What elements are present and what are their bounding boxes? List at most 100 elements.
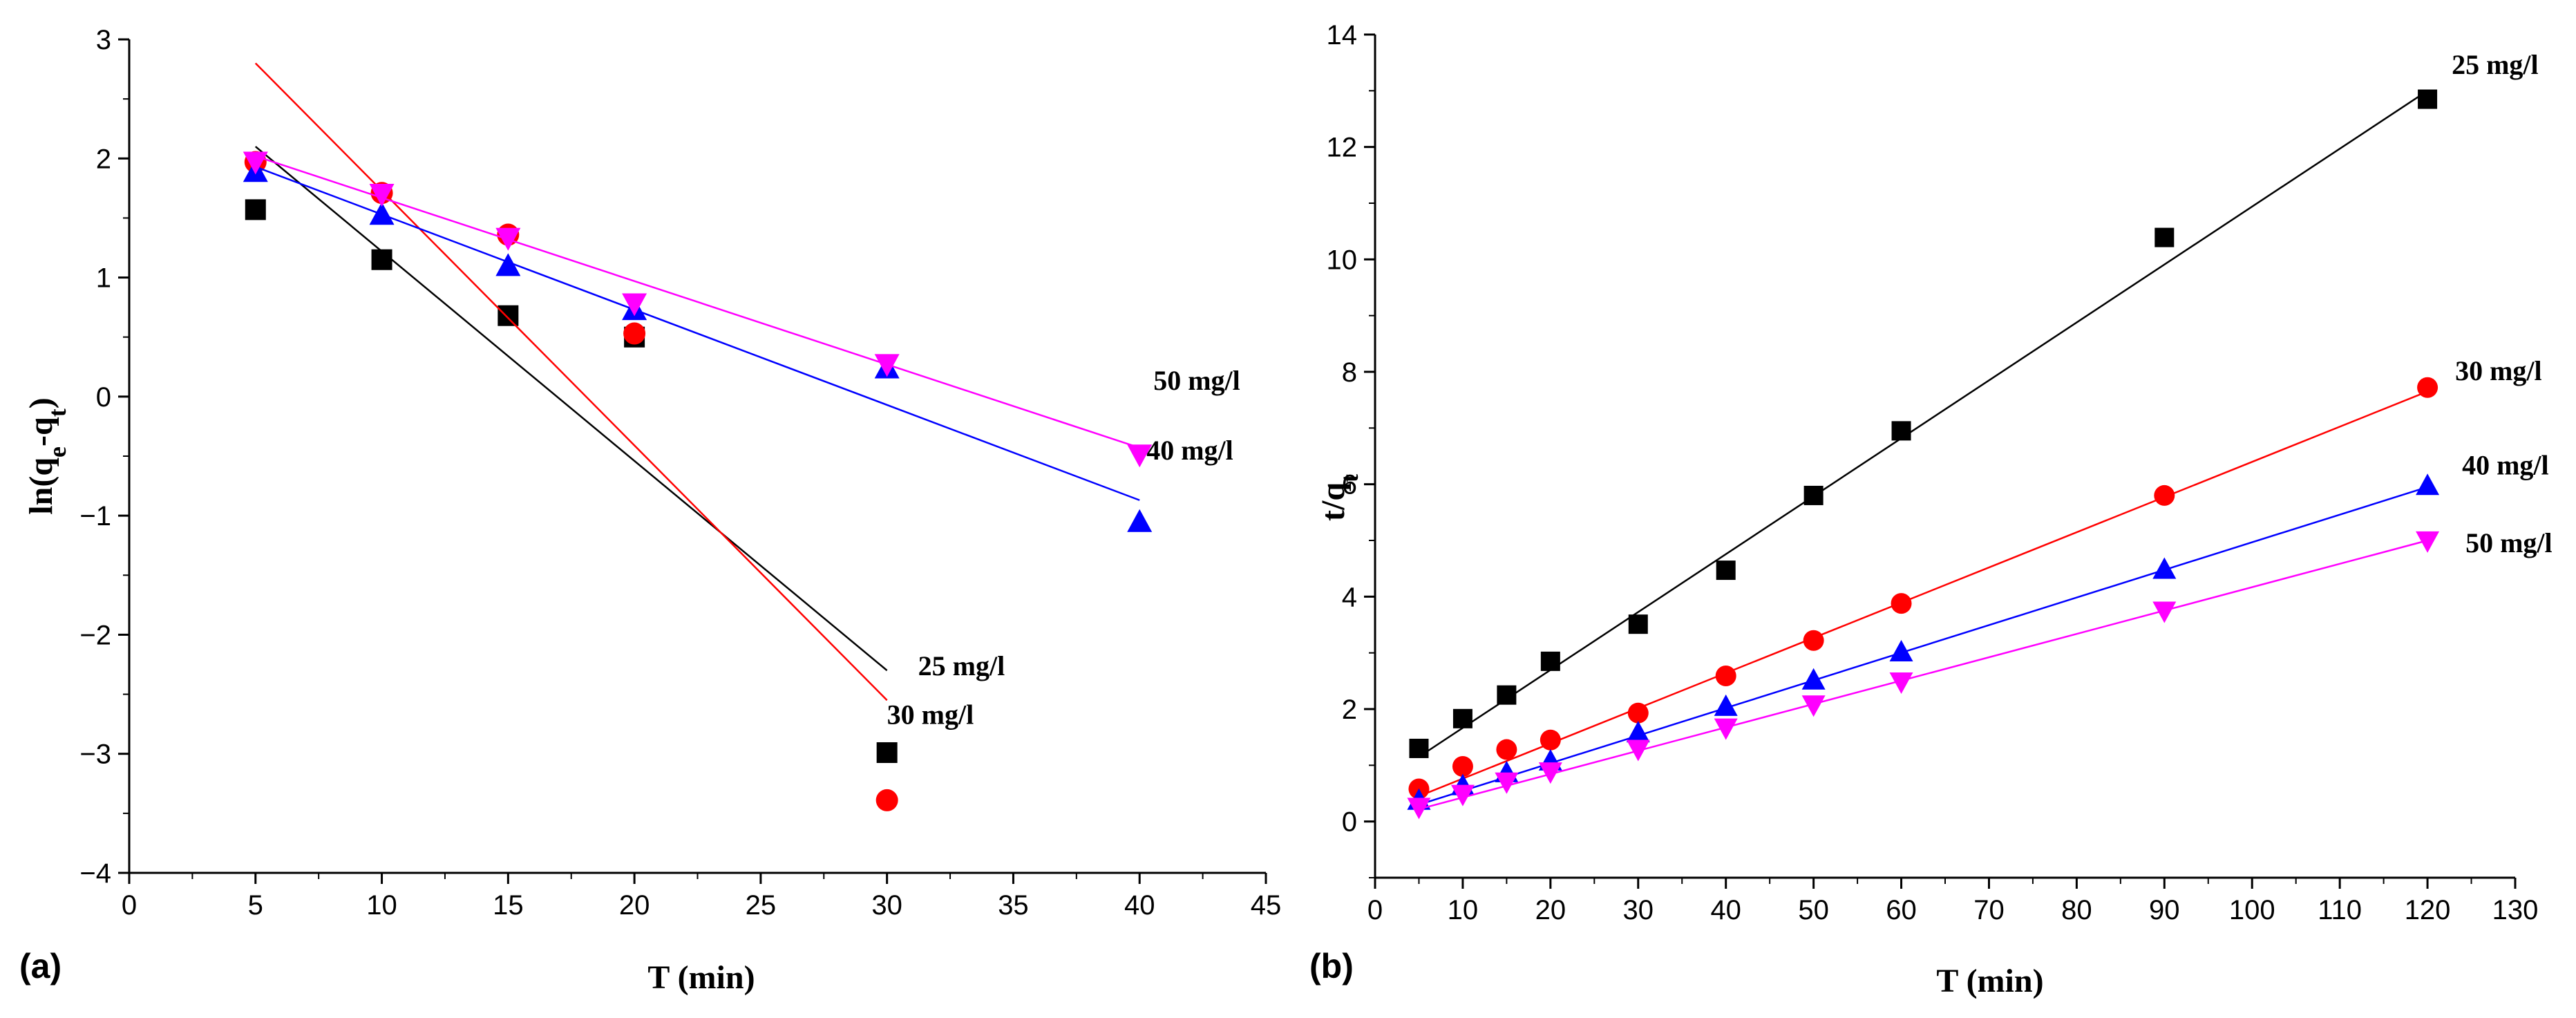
panel-a-x-axis-title: T (min) <box>647 959 755 996</box>
panel-b-point-30-mg-l <box>1803 630 1824 651</box>
panel-a-point-50-mg-l <box>874 354 900 377</box>
panel-a-x-tick-label: 10 <box>366 890 397 921</box>
panel-b-point-25-mg-l <box>2418 89 2438 109</box>
panel-b-point-25-mg-l <box>1803 485 1824 505</box>
panel-a-plot-area: 0 5 10 15 20 25 30 35 40 45 −4 −3 −2 −1 0 1 2 3 25 mg/l 30 … <box>79 25 1281 921</box>
panel-b-point-40-mg-l <box>1626 721 1650 743</box>
panel-b-x-tick-label: 60 <box>1886 895 1917 925</box>
panel-b-fit-line-30-mg-l <box>1418 390 2428 798</box>
panel-a-y-tick-label: 1 <box>96 263 111 294</box>
panel-a-y-tick-label: 0 <box>96 382 111 413</box>
panel-a-x-tick-label: 35 <box>998 890 1029 921</box>
panel-b-series-label-25-mg-l: 25 mg/l <box>2452 49 2539 80</box>
panel-b-point-50-mg-l <box>1714 718 1738 740</box>
panel-a-point-40-mg-l <box>1127 509 1153 532</box>
panel-a-x-tick-label: 40 <box>1124 890 1155 921</box>
panel-b-x-tick-label: 20 <box>1535 895 1566 925</box>
panel-b-series-label-30-mg-l: 30 mg/l <box>2455 355 2542 386</box>
panel-b-point-30-mg-l <box>1627 702 1649 724</box>
panel-b-fit-line-25-mg-l <box>1418 90 2428 758</box>
panel-b-x-tick-label: 100 <box>2229 895 2275 925</box>
panel-b-point-50-mg-l <box>1450 784 1475 807</box>
panel-b-y-tick-label: 0 <box>1342 807 1357 838</box>
panel-a-fit-line-25-mg-l <box>254 146 888 672</box>
panel-b-y-tick-label: 4 <box>1342 582 1357 612</box>
panel-b-point-50-mg-l <box>1538 762 1562 784</box>
panel-a-series-label-25-mg-l: 25 mg/l <box>918 650 1005 681</box>
panel-b-x-tick-label: 10 <box>1448 895 1479 925</box>
panel-a-fit-line-40-mg-l <box>255 166 1140 501</box>
panel-a-x-tick-label: 25 <box>746 890 777 921</box>
panel-b-point-50-mg-l <box>1889 672 1913 694</box>
panel-a-point-25-mg-l <box>876 742 898 763</box>
panel-b-x-tick-label: 70 <box>1973 895 2005 925</box>
panel-a-point-50-mg-l <box>495 227 521 251</box>
panel-a-point-30-mg-l <box>875 789 898 811</box>
panel-b-x-tick-label: 40 <box>1710 895 1741 925</box>
panel-b-point-40-mg-l <box>2152 557 2177 579</box>
panel-b-y-tick-label: 14 <box>1327 20 1358 50</box>
panel-b-pseudo-second-order: 0 10 20 30 40 50 60 70 80 90 100 110 120 130 0 2 4 6 8 10 12… <box>1309 20 2553 999</box>
panel-b-point-30-mg-l <box>1715 666 1736 687</box>
panel-b-point-50-mg-l <box>1495 772 1519 794</box>
panel-b-x-axis-title: T (min) <box>1936 963 2043 999</box>
panel-a-x-tick-label: 0 <box>122 890 137 921</box>
panel-a-x-tick-label: 20 <box>619 890 650 921</box>
panel-b-fit-line-40-mg-l <box>1419 486 2428 806</box>
panel-b-y-tick-label: 2 <box>1342 695 1357 725</box>
panel-b-point-30-mg-l <box>2154 484 2175 506</box>
panel-b-x-tick-label: 50 <box>1798 895 1829 925</box>
panel-b-x-tick-label: 130 <box>2492 895 2539 925</box>
panel-a-y-tick-label: −1 <box>79 501 111 531</box>
panel-b-point-25-mg-l <box>1452 708 1472 728</box>
panel-a-y-tick-label: 3 <box>96 25 111 55</box>
panel-a-x-tick-label: 30 <box>871 890 902 921</box>
panel-b-point-50-mg-l <box>2152 601 2177 623</box>
panel-b-x-tick-label: 30 <box>1623 895 1654 925</box>
panel-a-point-40-mg-l <box>495 253 521 276</box>
panel-b-point-50-mg-l <box>1801 695 1826 717</box>
panel-a-point-50-mg-l <box>243 151 268 175</box>
panel-b-fit-line-50-mg-l <box>1419 539 2428 810</box>
panel-a-point-25-mg-l <box>371 249 392 270</box>
panel-a-x-tick-label: 45 <box>1251 890 1282 921</box>
panel-b-series-label-40-mg-l: 40 mg/l <box>2462 449 2549 480</box>
panel-b-series-label-50-mg-l: 50 mg/l <box>2465 527 2553 558</box>
panel-b-point-30-mg-l <box>2417 377 2438 398</box>
panel-b-point-25-mg-l <box>1409 738 1429 758</box>
panel-b-x-tick-label: 90 <box>2149 895 2180 925</box>
panel-b-point-25-mg-l <box>1716 560 1736 581</box>
panel-a-point-30-mg-l <box>623 322 646 345</box>
panel-b-point-30-mg-l <box>1891 593 1912 614</box>
panel-a-point-40-mg-l <box>369 202 395 225</box>
panel-b-point-25-mg-l <box>1628 614 1648 634</box>
panel-b-label: (b) <box>1309 947 1354 986</box>
panel-b-point-40-mg-l <box>2416 473 2440 496</box>
panel-a-point-25-mg-l <box>245 199 266 220</box>
panel-a-label: (a) <box>19 947 61 986</box>
panel-a-y-tick-label: 2 <box>96 144 111 174</box>
panel-b-point-40-mg-l <box>1889 640 1913 662</box>
panel-b-point-25-mg-l <box>1891 421 1911 441</box>
panel-b-point-40-mg-l <box>1801 668 1826 690</box>
panel-a-pseudo-first-order: 0 5 10 15 20 25 30 35 40 45 −4 −3 −2 −1 0 1 2 3 25 mg/l 30 … <box>19 25 1281 996</box>
panel-a-series-label-30-mg-l: 30 mg/l <box>887 699 974 730</box>
panel-a-series-label-50-mg-l: 50 mg/l <box>1153 365 1240 396</box>
panel-b-point-50-mg-l <box>1626 739 1650 762</box>
panel-b-y-tick-label: 10 <box>1327 245 1358 275</box>
panel-a-fit-line-30-mg-l <box>254 62 888 701</box>
panel-b-point-40-mg-l <box>1714 694 1738 716</box>
panel-a-point-50-mg-l <box>369 183 395 207</box>
panel-b-y-axis-title: t/qt <box>1315 474 1363 521</box>
panel-b-point-25-mg-l <box>1540 651 1560 671</box>
panel-b-point-30-mg-l <box>1540 729 1561 751</box>
panel-b-y-tick-label: 12 <box>1327 133 1358 163</box>
panel-b-point-30-mg-l <box>1496 739 1517 760</box>
panel-a-y-axis-title: ln(qe-qt) <box>23 397 71 514</box>
panel-b-x-tick-label: 120 <box>2405 895 2451 925</box>
panel-a-fit-line-50-mg-l <box>255 155 1140 449</box>
panel-a-point-25-mg-l <box>498 305 519 326</box>
panel-a-series-label-40-mg-l: 40 mg/l <box>1146 435 1233 466</box>
panel-a-y-tick-label: −3 <box>79 739 111 770</box>
